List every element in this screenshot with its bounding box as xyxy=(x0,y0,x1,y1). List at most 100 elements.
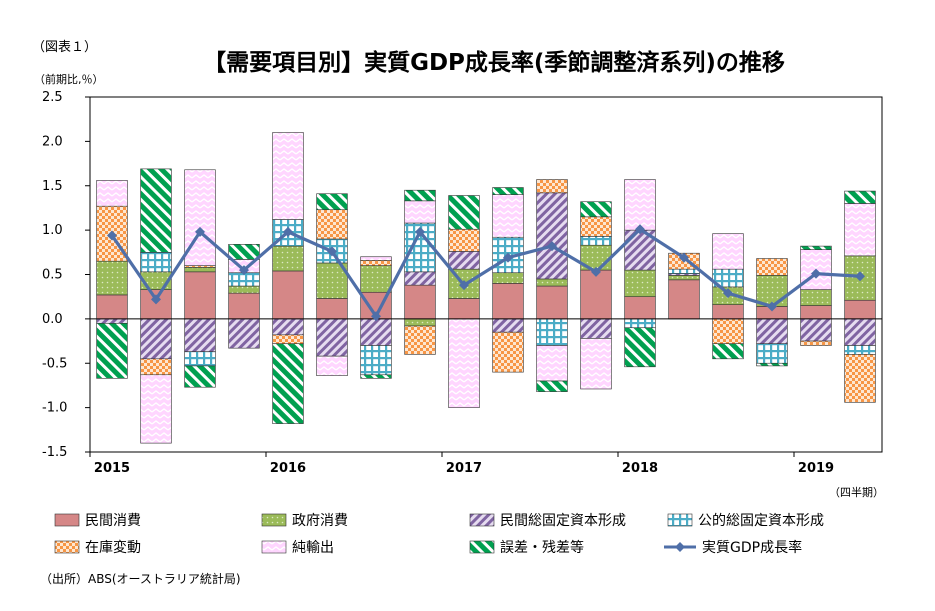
bar-segment xyxy=(800,289,832,306)
bar-segment xyxy=(316,355,348,376)
bar-segment xyxy=(668,275,700,281)
gdp-point xyxy=(767,301,777,312)
bar-segment xyxy=(844,345,876,355)
bar-segment xyxy=(140,252,172,273)
y-tick-label: 2.5 xyxy=(42,90,63,105)
bar-segment xyxy=(800,318,832,342)
bar-segment xyxy=(492,318,524,333)
legend-label: 公的総固定資本形成 xyxy=(698,513,824,529)
x-axis-unit: （四半期） xyxy=(829,485,884,499)
bar-segment xyxy=(800,340,832,346)
bar-segment xyxy=(492,187,524,195)
bar-segment xyxy=(844,299,876,320)
bar-segment xyxy=(228,244,260,260)
x-tick-label: 2017 xyxy=(446,461,482,476)
bar-segment xyxy=(844,190,876,204)
bar-segment xyxy=(756,362,788,367)
legend-swatch xyxy=(54,513,80,527)
bar-segment xyxy=(404,271,436,286)
bar-segment xyxy=(184,271,216,320)
bar-segment xyxy=(668,279,700,320)
bar-segment xyxy=(272,132,304,220)
bar-segment xyxy=(140,358,172,376)
bar-segment xyxy=(712,318,744,345)
bar-segment xyxy=(184,351,216,367)
bar-segment xyxy=(316,298,348,320)
legend-label: 在庫変動 xyxy=(85,539,141,556)
y-tick-label: 1.5 xyxy=(42,179,63,194)
bar-segment xyxy=(580,236,612,246)
bar-segment xyxy=(756,318,788,345)
bar-segment xyxy=(580,216,612,237)
bar-segment xyxy=(624,269,656,297)
bar-segment xyxy=(272,270,304,320)
bar-segment xyxy=(316,193,348,211)
bar-segment xyxy=(536,285,568,320)
y-tick-label: -1.5 xyxy=(42,445,67,460)
bar-segment xyxy=(756,343,788,364)
gdp-point xyxy=(371,311,381,322)
y-axis: 2.5 2.0 1.5 1.0 0.5 0.0 -0.5 -1.0 -1.5 xyxy=(42,90,90,460)
legend-label: 民間総固定資本形成 xyxy=(500,513,626,529)
bar-segment xyxy=(536,380,568,392)
bar-segment xyxy=(536,179,568,194)
bar-segment xyxy=(624,179,656,231)
bar-segment xyxy=(624,296,656,320)
bar-segment xyxy=(272,343,304,424)
bar-segment xyxy=(712,304,744,320)
bar-segment xyxy=(360,345,392,376)
legend-swatch xyxy=(469,540,495,554)
bar-segment xyxy=(756,258,788,276)
gdp-point xyxy=(811,268,821,279)
legend-label: 実質GDP成長率 xyxy=(702,539,802,556)
legend-line-marker xyxy=(675,542,685,552)
bar-segment xyxy=(492,331,524,373)
bar-segment xyxy=(448,318,480,408)
gdp-point xyxy=(679,252,689,263)
chart-title: 【需要項目別】実質GDP成長率(季節調整済系列)の推移 xyxy=(203,49,785,76)
bar-segment xyxy=(360,318,392,346)
y-tick-label: 2.0 xyxy=(42,134,63,149)
gdp-point xyxy=(107,230,117,241)
bar-segment xyxy=(580,338,612,390)
gdp-point xyxy=(327,246,337,257)
y-tick-label: 0.0 xyxy=(42,312,63,327)
bar-segment xyxy=(756,275,788,307)
x-tick-label: 2019 xyxy=(798,461,834,476)
gdp-point xyxy=(283,226,293,237)
bar-segment xyxy=(448,195,480,230)
y-tick-label: -0.5 xyxy=(42,356,67,371)
legend-label: 純輸出 xyxy=(292,540,334,556)
bar-segment xyxy=(272,318,304,336)
bar-segment xyxy=(580,318,612,339)
bar-segment xyxy=(228,292,260,320)
bar-segment xyxy=(448,251,480,270)
bar-segment xyxy=(580,201,612,218)
x-tick-label: 2016 xyxy=(270,461,306,476)
bar-segment xyxy=(184,365,216,388)
gdp-point xyxy=(415,226,425,237)
legend-label: 誤差・残差等 xyxy=(500,539,584,556)
x-tick-label: 2018 xyxy=(622,461,658,476)
gdp-point xyxy=(503,252,513,263)
gdp-point xyxy=(855,271,865,282)
bar-stacks xyxy=(96,132,876,444)
bar-segment xyxy=(360,265,392,293)
bar-segment xyxy=(404,200,436,224)
bar-segment xyxy=(96,180,128,207)
bar-segment xyxy=(404,284,436,320)
bar-segment xyxy=(448,228,480,252)
bar-segment xyxy=(800,305,832,320)
y-axis-unit: （前期比,％） xyxy=(34,72,104,86)
bar-segment xyxy=(360,259,392,266)
bar-segment xyxy=(184,318,216,353)
bar-segment xyxy=(712,233,744,270)
bar-segment xyxy=(140,374,172,444)
legend-label: 政府消費 xyxy=(292,513,348,529)
gdp-point xyxy=(195,226,205,237)
bar-segment xyxy=(228,285,260,294)
gdp-point xyxy=(547,241,557,252)
bar-segment xyxy=(844,354,876,403)
